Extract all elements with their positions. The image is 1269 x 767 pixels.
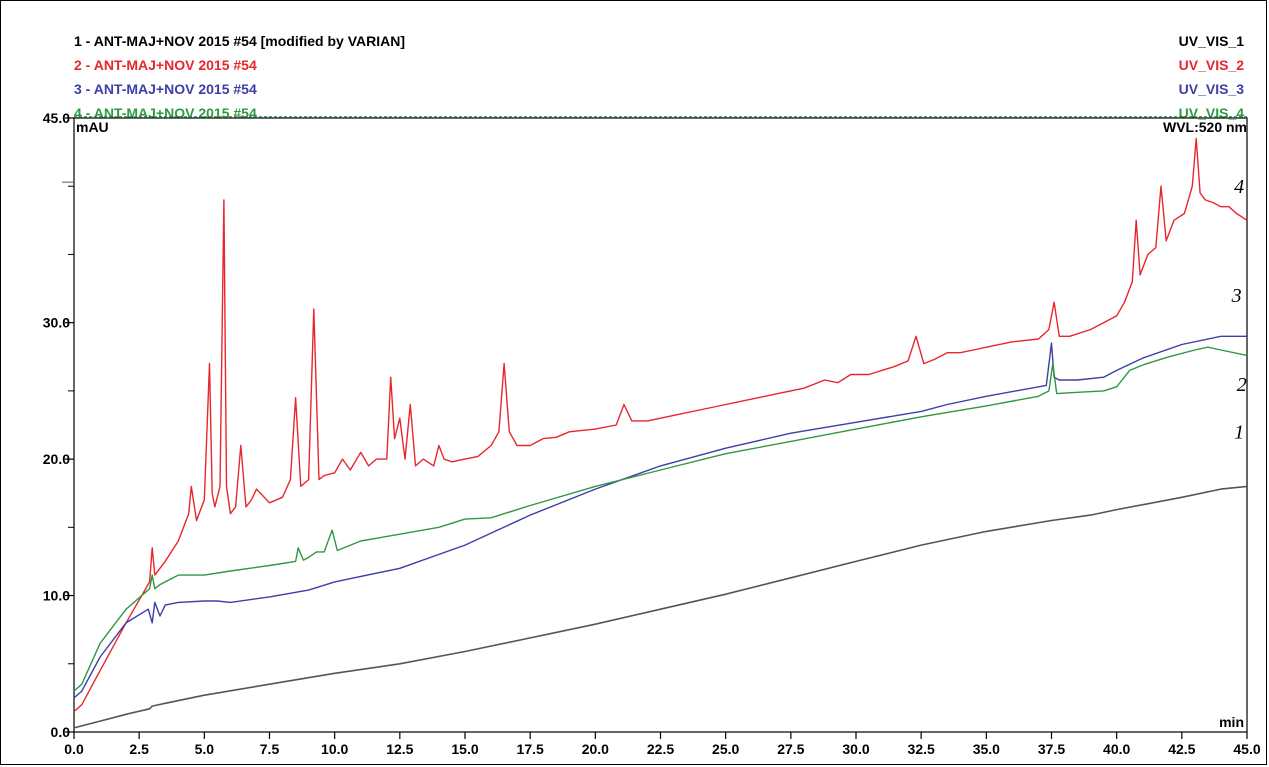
x-tick-label: 15.0 <box>451 741 478 757</box>
x-tick-label: 22.5 <box>647 741 674 757</box>
legend-entry: 1 - ANT-MAJ+NOV 2015 #54 [modified by VA… <box>74 33 405 49</box>
y-axis: 0.0 10.0 20.0 30.0 45.0 <box>43 110 74 740</box>
x-tick-label: 42.5 <box>1168 741 1195 757</box>
y-tick-label: 0.0 <box>51 724 71 740</box>
x-tick-label: 17.5 <box>517 741 544 757</box>
series-line-1 <box>73 485 1248 729</box>
x-tick-label: 35.0 <box>973 741 1000 757</box>
x-tick-label: 30.0 <box>842 741 869 757</box>
y-tick-label: 20.0 <box>43 451 70 467</box>
x-tick-label: 12.5 <box>386 741 413 757</box>
legend-entry: 3 - ANT-MAJ+NOV 2015 #54 <box>74 81 257 97</box>
x-tick-label: 27.5 <box>777 741 804 757</box>
legend: 1 - ANT-MAJ+NOV 2015 #54 [modified by VA… <box>74 33 405 121</box>
x-tick-label: 25.0 <box>712 741 739 757</box>
series-lines <box>73 137 1248 729</box>
series-line-2 <box>73 137 1248 713</box>
y-axis-label: mAU <box>76 119 109 135</box>
x-tick-label: 0.0 <box>64 741 84 757</box>
curve-number-2: 2 <box>1237 374 1247 396</box>
x-tick-label: 2.5 <box>129 741 149 757</box>
y-tick-label: 45.0 <box>43 110 70 126</box>
x-axis-label: min <box>1219 714 1244 730</box>
plot-area <box>73 117 1248 733</box>
series-line-4 <box>73 346 1248 692</box>
curve-annotations: 1 2 3 4 <box>1231 176 1247 444</box>
x-tick-label: 45.0 <box>1233 741 1260 757</box>
x-tick-label: 10.0 <box>321 741 348 757</box>
x-tick-label: 37.5 <box>1038 741 1065 757</box>
curve-number-4: 4 <box>1234 176 1244 198</box>
channel-labels: UV_VIS_1UV_VIS_2UV_VIS_3UV_VIS_4 <box>1179 33 1245 121</box>
series-line-3 <box>73 335 1247 699</box>
curve-number-1: 1 <box>1234 422 1244 444</box>
y-tick-label: 10.0 <box>43 588 70 604</box>
x-tick-label: 5.0 <box>195 741 215 757</box>
y-tick-label: 30.0 <box>43 315 70 331</box>
legend-entry: 2 - ANT-MAJ+NOV 2015 #54 <box>74 57 257 73</box>
channel-label: UV_VIS_2 <box>1179 57 1245 73</box>
x-tick-label: 40.0 <box>1103 741 1130 757</box>
x-tick-label: 32.5 <box>908 741 935 757</box>
channel-label: UV_VIS_3 <box>1179 81 1245 97</box>
channel-label: UV_VIS_1 <box>1179 33 1245 49</box>
x-tick-label: 20.0 <box>582 741 609 757</box>
x-axis: 0.0 2.5 5.0 7.5 10.0 12.5 15.0 17.5 20.0 22.5 25.0… <box>64 732 1261 757</box>
wavelength-label: WVL:520 nm <box>1163 119 1247 135</box>
x-tick-label: 7.5 <box>260 741 280 757</box>
curve-number-3: 3 <box>1231 285 1242 307</box>
